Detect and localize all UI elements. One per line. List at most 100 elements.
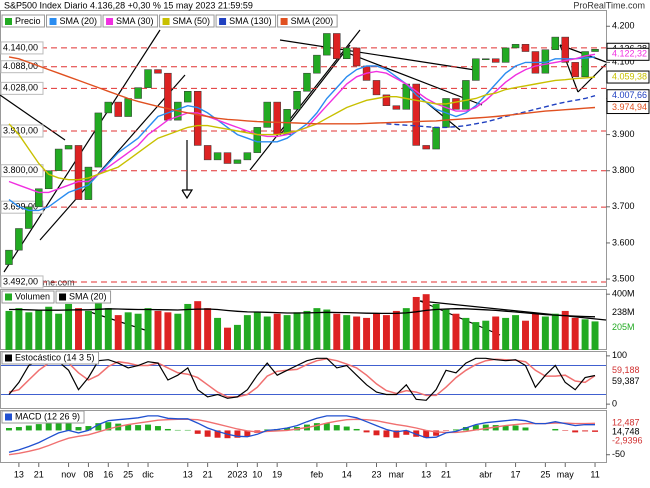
- candle: [154, 70, 161, 74]
- candle: [303, 73, 310, 91]
- legend-swatch: [59, 294, 66, 301]
- legend-label: SMA (130): [229, 16, 272, 26]
- volume-bar: [125, 312, 132, 350]
- level-label: 3.800,00: [3, 165, 38, 175]
- macd-histogram-bar: [552, 429, 558, 430]
- last-value-label: 59,387: [612, 376, 640, 386]
- x-tick-label: dic: [142, 469, 154, 479]
- legend-swatch: [281, 18, 288, 25]
- legend-label: Estocástico (14 3 5): [15, 352, 95, 362]
- macd-histogram-bar: [364, 430, 370, 432]
- candle: [552, 37, 559, 50]
- volume-bar: [25, 312, 32, 350]
- candle: [274, 102, 281, 135]
- candle: [452, 98, 459, 109]
- macd-histogram-bar: [205, 430, 211, 436]
- volume-bar: [502, 318, 509, 350]
- volume-bar: [492, 317, 499, 350]
- volume-bar: [482, 321, 489, 350]
- volume-bar: [303, 311, 310, 350]
- legend-label: Volumen: [15, 291, 50, 301]
- legend-label: Precio: [15, 16, 41, 26]
- volume-bar: [15, 308, 22, 350]
- x-tick-label: 10: [252, 469, 262, 479]
- macd-histogram-bar: [145, 425, 151, 431]
- volume-bar: [204, 308, 211, 350]
- legend-swatch: [163, 18, 170, 25]
- candle: [184, 91, 191, 102]
- volume-bar: [452, 314, 459, 350]
- candle: [592, 49, 599, 51]
- x-tick-label: feb: [311, 469, 324, 479]
- macd-histogram-bar: [36, 424, 42, 430]
- volume-bar: [542, 317, 549, 350]
- candle: [433, 127, 440, 149]
- volume-bar: [592, 321, 599, 350]
- volume-bar: [135, 314, 142, 350]
- volume-bar: [234, 325, 241, 350]
- x-tick-label: 2023: [227, 469, 247, 479]
- macd-histogram-bar: [195, 430, 201, 433]
- x-tick-label: 19: [272, 469, 282, 479]
- chart-title: S&P500 Index Diario 4.136,28 +0,30 % 15 …: [4, 0, 253, 10]
- x-tick-label: 14: [342, 469, 352, 479]
- x-tick-label: 11: [590, 469, 599, 479]
- candle: [482, 59, 489, 60]
- volume-bar: [313, 308, 320, 350]
- volume-bar: [244, 315, 251, 350]
- macd-histogram-bar: [374, 430, 380, 435]
- volume-bar: [373, 314, 380, 350]
- candle: [512, 44, 519, 48]
- candle: [393, 106, 400, 110]
- candle: [353, 48, 360, 66]
- x-tick-label: abr: [479, 469, 492, 479]
- macd-histogram-bar: [314, 423, 320, 430]
- volume-bar: [462, 318, 469, 350]
- volume-bar: [363, 318, 370, 350]
- volume-bar: [443, 310, 450, 350]
- legend-label: MACD (12 26 9): [15, 411, 80, 421]
- macd-histogram-bar: [76, 427, 82, 430]
- candle: [502, 48, 509, 62]
- legend-label: SMA (30): [116, 16, 154, 26]
- candle: [5, 250, 12, 264]
- x-tick-label: 21: [441, 469, 451, 479]
- candle: [264, 102, 271, 127]
- volume-bar: [343, 315, 350, 350]
- candle: [115, 102, 122, 116]
- candle: [15, 228, 22, 250]
- volume-bar: [65, 304, 72, 350]
- x-tick-label: mar: [389, 469, 405, 479]
- level-label: 4.028,00: [3, 83, 38, 93]
- x-tick-label: 13: [183, 469, 193, 479]
- candle: [65, 145, 72, 149]
- volume-bar: [184, 304, 191, 350]
- macd-histogram-bar: [334, 425, 340, 430]
- volume-bar: [145, 308, 152, 350]
- volume-bar: [323, 310, 330, 350]
- level-label: 4.140,00: [3, 42, 38, 52]
- y-tick-label: 4.200: [612, 21, 635, 31]
- volume-bar: [433, 304, 440, 350]
- y-tick-label: 3.800: [612, 165, 635, 175]
- volume-bar: [274, 314, 281, 350]
- candle: [373, 80, 380, 94]
- macd-histogram-bar: [16, 427, 22, 430]
- macd-histogram-bar: [46, 423, 52, 431]
- legend-label: SMA (50): [173, 16, 211, 26]
- x-tick-label: 25: [123, 469, 133, 479]
- level-label: 3.910,00: [3, 125, 38, 135]
- last-value-label: 238M: [612, 307, 635, 317]
- y-tick-label: 100: [612, 350, 627, 360]
- macd-histogram-bar: [582, 430, 588, 431]
- volume-bar: [294, 312, 301, 350]
- x-tick-label: nov: [61, 469, 76, 479]
- candle: [234, 160, 241, 164]
- volume-bar: [95, 300, 102, 350]
- volume-bar: [5, 311, 12, 350]
- volume-bar: [383, 315, 390, 350]
- volume-bar: [512, 315, 519, 350]
- candle: [214, 153, 221, 160]
- brand: ProRealTime.com: [573, 0, 645, 10]
- legend-label: SMA (20): [69, 291, 107, 301]
